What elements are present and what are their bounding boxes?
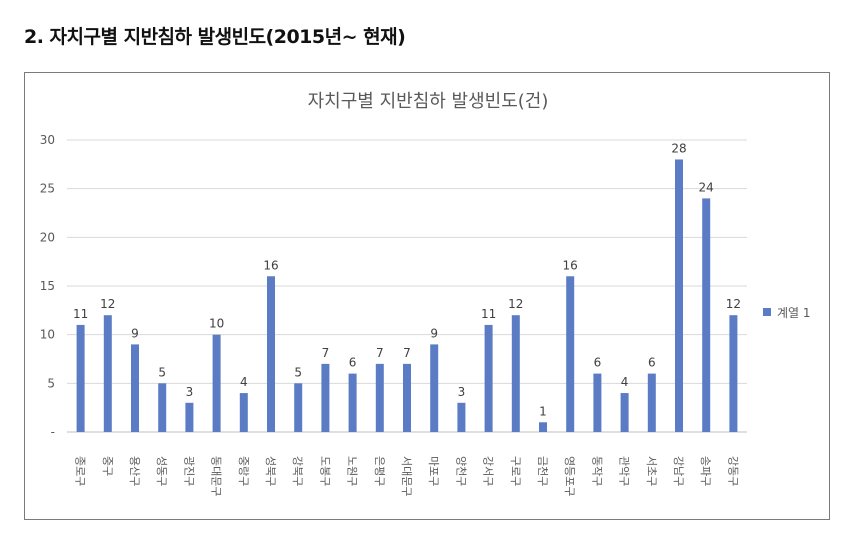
legend-swatch	[763, 308, 771, 316]
bar	[484, 324, 493, 432]
x-tick-label: 노원구	[346, 456, 359, 486]
gridlines	[67, 139, 747, 433]
x-tick-labels: 종로구 중구 용산구 성동구 광진구 동대문구 중랑구 성북구 강북구 도봉구 노원구 은평구 서대문구…	[74, 456, 740, 496]
x-tick-label: 광진구	[182, 456, 195, 486]
y-tick-label: 25	[40, 182, 55, 196]
data-label: 24	[699, 180, 714, 194]
bar	[375, 363, 384, 432]
y-tick-label: 20	[40, 230, 55, 244]
x-tick-label: 도봉구	[318, 456, 331, 486]
x-tick-label: 중랑구	[237, 456, 250, 486]
chart-frame: 자치구별 지반침하 발생빈도(건) -5 10 15 20 25 30 11 12 9 5 3 10…	[24, 72, 830, 520]
bar	[131, 344, 139, 432]
bar	[702, 198, 711, 432]
bar	[212, 334, 221, 432]
y-tick-label: 10	[40, 328, 55, 342]
data-label: 5	[158, 365, 166, 379]
data-label: 1	[539, 404, 547, 418]
bar	[566, 276, 575, 432]
data-label: 3	[186, 385, 194, 399]
data-label: 11	[481, 307, 496, 321]
legend-label: 계열 1	[777, 306, 811, 320]
data-label: 12	[726, 297, 741, 311]
x-tick-label: 서초구	[645, 456, 658, 486]
y-tick-label: 15	[40, 279, 55, 293]
data-label: 9	[430, 326, 438, 340]
bar	[457, 402, 466, 432]
bar	[103, 315, 112, 432]
bar	[294, 383, 303, 432]
section-heading: 2. 자치구별 지반침하 발생빈도(2015년~ 현재)	[24, 26, 406, 48]
x-tick-label: 성동구	[155, 456, 168, 486]
x-tick-label: 강북구	[291, 456, 304, 486]
bar	[675, 159, 683, 432]
data-label: 4	[621, 375, 629, 389]
y-tick-label: 30	[40, 133, 55, 147]
x-tick-label: 성북구	[264, 456, 277, 486]
bar	[539, 422, 547, 432]
x-tick-label: 은평구	[373, 456, 386, 486]
bar	[593, 373, 602, 432]
x-tick-label: 용산구	[128, 456, 141, 486]
data-label: 7	[322, 346, 330, 360]
data-label: 12	[100, 297, 115, 311]
data-label: 9	[131, 326, 139, 340]
x-tick-label: 동대문구	[210, 456, 223, 496]
bar	[239, 393, 248, 432]
bar	[647, 373, 656, 432]
bar	[185, 402, 194, 432]
x-tick-label: 양천구	[454, 456, 468, 486]
x-tick-label: 구로구	[509, 456, 522, 486]
x-tick-label: 관악구	[618, 456, 631, 486]
x-tick-label: 영등포구	[563, 456, 576, 496]
data-label: 7	[376, 346, 384, 360]
x-tick-label: 강동구	[726, 456, 739, 486]
x-tick-label: 강남구	[672, 456, 685, 486]
bar	[403, 363, 411, 432]
x-tick-label: 종로구	[74, 456, 87, 486]
bar	[76, 324, 85, 432]
data-label: 3	[458, 385, 466, 399]
data-label: 6	[648, 356, 656, 370]
bar	[511, 315, 520, 432]
axes: - 5 10 15 20 25 30	[40, 133, 55, 439]
data-label: 12	[508, 297, 523, 311]
bar	[620, 393, 629, 432]
x-tick-label: 송파구	[699, 456, 712, 486]
x-tick-label: 강서구	[482, 456, 495, 486]
x-tick-label: 금천구	[536, 456, 550, 486]
bar	[729, 315, 738, 432]
bars	[76, 159, 738, 432]
x-tick-label: 동작구	[590, 456, 603, 486]
bar	[430, 344, 439, 432]
data-label: 5	[294, 365, 302, 379]
data-label: 11	[73, 307, 88, 321]
data-label: 6	[349, 356, 357, 370]
data-label: 16	[263, 258, 278, 272]
bar	[158, 383, 167, 432]
data-labels: 11 12 9 5 3 10 4 16 5 7 6 7 7 9 3 11 12 1 16 6 4 6 28 24 12	[73, 141, 741, 418]
data-label: 6	[594, 356, 602, 370]
y-tick-label: -	[51, 425, 55, 439]
x-tick-label: 마포구	[427, 456, 440, 486]
bar	[267, 276, 275, 432]
legend: 계열 1	[763, 306, 811, 320]
data-label: 28	[671, 141, 686, 155]
chart-title: 자치구별 지반침하 발생빈도(건)	[308, 91, 549, 112]
data-label: 7	[403, 346, 411, 360]
bar	[348, 373, 357, 432]
x-tick-label: 중구	[101, 456, 114, 476]
y-tick-label: 5	[47, 376, 55, 390]
bar	[321, 363, 330, 432]
data-label: 4	[240, 375, 248, 389]
data-label: 10	[209, 317, 224, 331]
data-label: 16	[563, 258, 578, 272]
x-tick-label: 서대문구	[400, 456, 413, 496]
